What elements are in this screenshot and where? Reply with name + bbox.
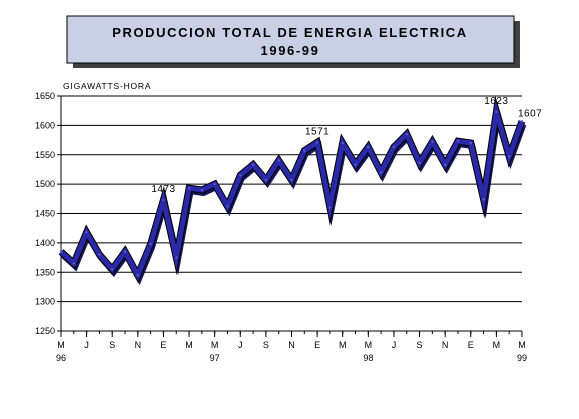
series-line [59,100,525,282]
y-tick-label: 1600 [35,120,55,130]
x-tick-label: M [57,340,65,350]
x-tick-label: M [493,340,501,350]
x-tick-label: S [109,340,115,350]
data-point [444,163,447,166]
x-tick-label: M [365,340,373,350]
data-point [251,163,255,166]
y-tick-label: 1650 [35,91,55,101]
data-label: 1571 [305,126,329,137]
x-tick-label: M [211,340,219,350]
x-tick-label: E [314,340,320,350]
x-tick-label: J [238,340,243,350]
data-label: 1623 [484,96,508,107]
data-point [149,242,152,246]
data-point [59,250,63,253]
data-label: 1607 [518,108,542,119]
data-point [482,198,485,201]
y-tick-label: 1500 [35,179,55,189]
data-point [354,163,357,166]
x-tick-label: M [185,340,193,350]
data-point [213,182,216,186]
data-point [264,178,268,182]
title-box [66,15,515,64]
data-point [431,140,434,143]
x-tick-label: M [518,340,526,350]
data-point [392,145,396,149]
y-axis-label: GIGAWATTS-HORA [63,81,151,91]
x-tick-labels: M 96 J S N E M M 97 J S N E M M 98 J S N E M M 99 [56,340,527,363]
x-year-label: 96 [56,353,66,363]
data-point [520,120,524,123]
data-point [469,141,472,145]
y-tick-label: 1450 [35,209,55,219]
data-point [72,262,76,265]
series-line-shadow [60,100,527,286]
x-tick-label: S [263,340,269,350]
data-label: 1473 [151,184,175,195]
x-tick-label: N [288,340,295,350]
x-tick-label: J [84,340,89,350]
y-tick-labels: 1250 1300 1350 1400 1450 1500 1550 1600 1650 [35,91,55,336]
chart-title: PRODUCCION TOTAL DE ENERGIA ELECTRICA [112,25,468,40]
x-year-label: 99 [517,353,527,363]
data-point [405,133,408,136]
data-point [162,198,165,202]
x-year-label: 98 [363,353,373,363]
data-point [187,187,191,190]
data-point [508,155,511,158]
y-tick-label: 1550 [35,150,55,160]
data-point [123,250,127,253]
x-tick-label: N [442,340,449,350]
data-point [98,253,101,256]
data-point [328,206,332,209]
x-tick-label: J [392,340,397,350]
axes [57,95,523,337]
series-line-outline [58,95,526,284]
data-point [379,171,383,174]
data-point [495,110,498,114]
annotations: 1473 1571 1623 1607 [151,96,542,195]
series [58,95,527,286]
data-point [418,161,421,165]
x-tick-label: M [339,340,347,350]
data-point [136,274,139,277]
y-tick-label: 1300 [35,297,55,307]
x-tick-label: E [160,340,166,350]
data-point [226,205,229,208]
x-tick-label: S [417,340,423,350]
data-point [85,231,88,234]
data-point [290,178,293,182]
data-point [200,188,204,192]
grid [61,95,522,332]
data-point [456,140,460,143]
data-point [175,256,178,259]
data-point [303,149,306,152]
data-point [341,141,344,145]
data-point [277,159,280,162]
x-tick-label: N [135,340,142,350]
x-tick-label: E [468,340,474,350]
y-tick-label: 1350 [35,267,55,277]
x-year-label: 97 [210,353,220,363]
y-tick-label: 1250 [35,326,55,336]
data-point [111,268,114,271]
y-tick-label: 1400 [35,238,55,248]
data-point [315,141,319,144]
data-point [367,145,370,149]
chart-subtitle: 1996-99 [261,43,320,58]
data-point [239,174,242,177]
